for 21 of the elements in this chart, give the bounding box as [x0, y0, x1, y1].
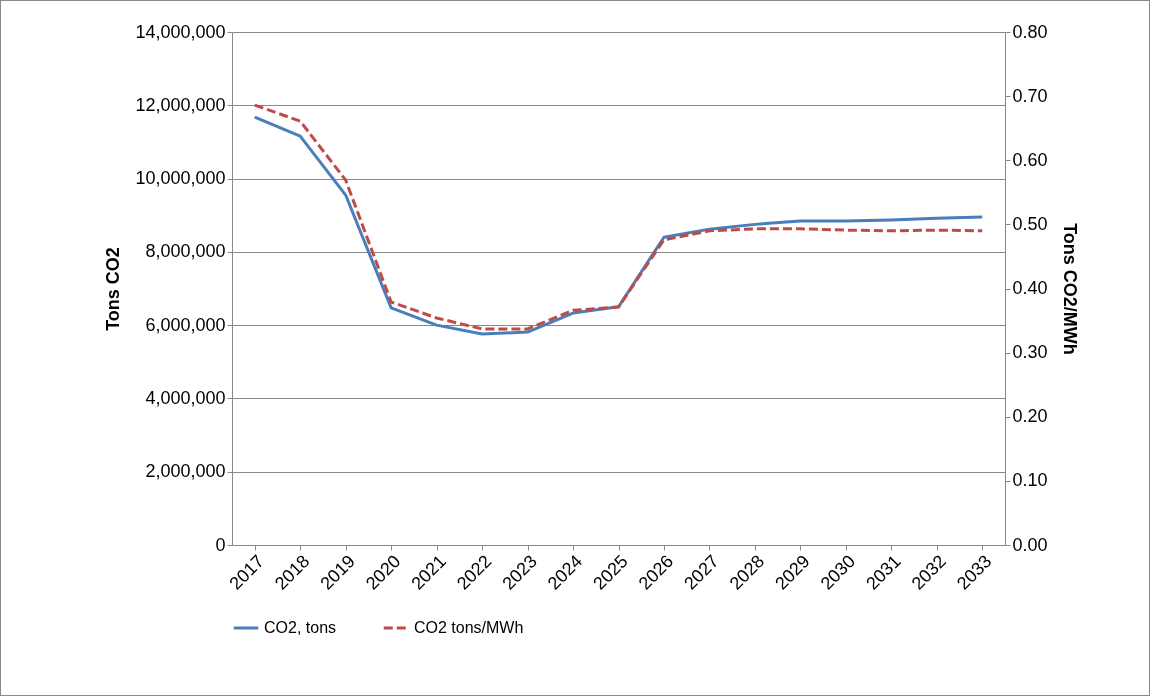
y2-tick-label: 0.60: [1012, 149, 1048, 170]
legend-label: CO2 tons/MWh: [414, 619, 524, 636]
y-tick-label: 10,000,000: [135, 168, 226, 189]
y2-tick-label: 0.00: [1012, 534, 1048, 555]
y2-tick-label: 0.50: [1012, 213, 1048, 234]
y-axis-title: Tons CO2: [103, 247, 124, 331]
y-tick-label: 6,000,000: [145, 314, 226, 335]
y2-tick-label: 0.40: [1012, 278, 1048, 298]
y-tick-label: 2,000,000: [145, 461, 226, 482]
y2-tick-label: 0.70: [1012, 85, 1048, 106]
legend-label: CO2, tons: [264, 619, 337, 636]
y-tick-label: 4,000,000: [145, 387, 226, 408]
y2-axis-title: Tons CO2/MWh: [1059, 223, 1080, 355]
y2-tick-label: 0.10: [1012, 470, 1048, 491]
y-tick-label: 0: [215, 534, 226, 555]
y-tick-label: 8,000,000: [145, 241, 226, 262]
y-tick-label: 12,000,000: [135, 94, 226, 115]
y-tick-label: 14,000,000: [135, 21, 226, 42]
y2-tick-label: 0.30: [1012, 342, 1048, 363]
y2-tick-label: 0.80: [1012, 21, 1048, 42]
y2-tick-label: 0.20: [1012, 406, 1048, 427]
